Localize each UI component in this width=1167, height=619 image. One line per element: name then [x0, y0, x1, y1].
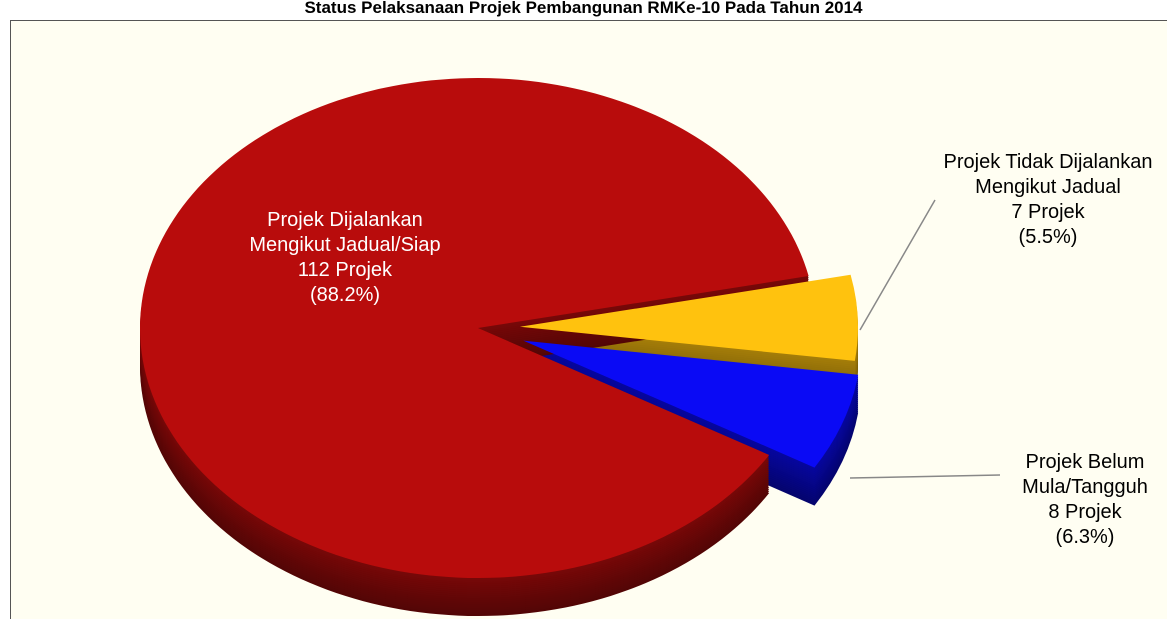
value-label: 112 Projek	[297, 259, 393, 281]
slice	[140, 78, 809, 578]
slice-label: Projek Belum Mula/Tangguh 8 Projek (6.3%)	[985, 450, 1167, 550]
slice-label: Projek Dijalankan Mengikut Jadual/Siap 11…	[225, 208, 465, 308]
chart-title: Status Pelaksanaan Projek Pembangunan RM…	[304, 0, 863, 17]
category-label: Projek Tidak Dijalankan Mengikut Jadual	[943, 151, 1153, 198]
leader-line	[849, 474, 1001, 479]
leader-line	[859, 199, 936, 331]
value-label: 8 Projek	[1048, 501, 1122, 523]
category-label: Projek Dijalankan Mengikut Jadual/Siap	[249, 209, 441, 256]
percent-label: (88.2%)	[309, 284, 381, 306]
value-label: 7 Projek	[1011, 201, 1085, 223]
percent-label: (5.5%)	[1018, 226, 1078, 248]
slice	[519, 274, 858, 361]
percent-label: (6.3%)	[1055, 526, 1115, 548]
slice-label: Projek Tidak Dijalankan Mengikut Jadual 7…	[938, 150, 1158, 250]
slice	[523, 340, 859, 468]
category-label: Projek Belum Mula/Tangguh	[1022, 451, 1148, 498]
